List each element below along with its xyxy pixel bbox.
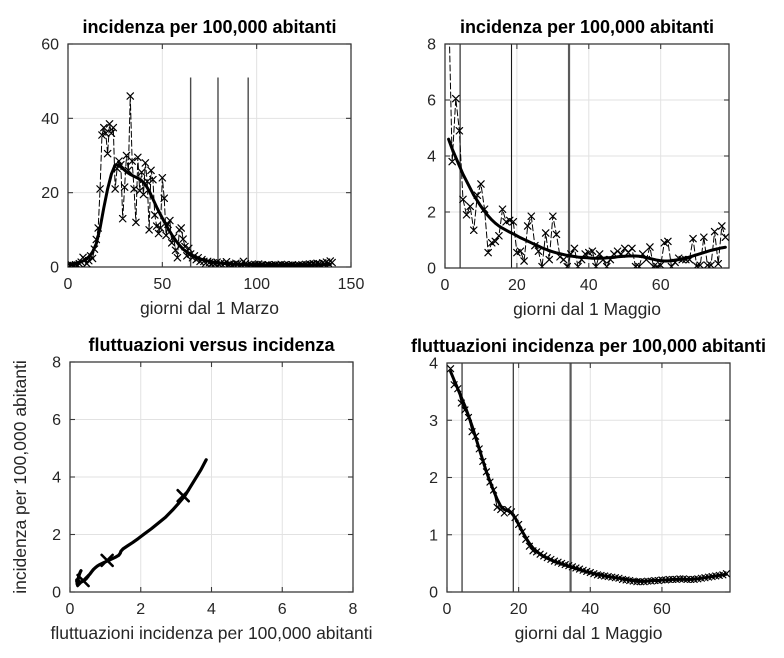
series-line-smoothed_incidence — [447, 137, 727, 263]
x-tick-label: 0 — [66, 601, 75, 618]
x-tick-label: 100 — [243, 276, 270, 293]
x-tick-label: 6 — [278, 601, 287, 618]
x-tick-label: 60 — [652, 277, 670, 294]
x-tick-label: 0 — [64, 276, 73, 293]
series-line-smoothed_incidence — [68, 163, 332, 267]
y-tick-label: 0 — [427, 261, 436, 278]
x-tick-label: 8 — [349, 601, 358, 618]
y-tick-label: 8 — [427, 37, 436, 54]
subplot-bottom-right: fluttuazioni incidenza per 100,000 abita… — [411, 336, 766, 643]
subplot-bottom-left: fluttuazioni versus incidenza 0 2 4 6 8 0 2 4 6 8 f… — [10, 335, 373, 643]
series-line-phase_trajectory — [75, 458, 208, 587]
subplot-top-left: incidenza per 100,000 abitanti 0 50 100 150 0… — [41, 17, 364, 318]
x-axis-label: giorni dal 1 Maggio — [513, 299, 661, 319]
y-tick-label: 0 — [429, 585, 438, 602]
y-tick-label: 8 — [52, 355, 61, 372]
series-group — [75, 458, 208, 588]
y-tick-label: 0 — [52, 585, 61, 602]
series-markers-phase_markers — [76, 488, 190, 588]
x-tick-label: 20 — [510, 601, 528, 618]
x-tick-label: 40 — [580, 277, 598, 294]
x-axis-label: giorni dal 1 Marzo — [140, 298, 279, 318]
subplot-title: fluttuazioni versus incidenza — [88, 335, 335, 355]
y-tick-label: 6 — [427, 93, 436, 110]
x-tick-label: 150 — [338, 276, 365, 293]
subplot-title: incidenza per 100,000 abitanti — [82, 17, 336, 37]
series-group — [447, 365, 730, 586]
y-tick-label: 6 — [52, 412, 61, 429]
x-tick-label: 0 — [443, 601, 452, 618]
x-tick-label: 40 — [581, 601, 599, 618]
series-markers-daily_incidence — [68, 92, 336, 267]
series-markers-daily_fluctuation — [447, 365, 730, 586]
y-tick-label: 1 — [429, 527, 438, 544]
y-tick-label: 0 — [50, 260, 59, 277]
x-axis-label: giorni dal 1 Maggio — [515, 623, 663, 643]
x-tick-label: 4 — [207, 601, 216, 618]
y-tick-label: 20 — [41, 185, 59, 202]
subplot-title: fluttuazioni incidenza per 100,000 abita… — [411, 336, 766, 356]
x-tick-label: 20 — [508, 277, 526, 294]
series-line-smoothed_fluctuation — [449, 370, 728, 583]
y-tick-label: 2 — [52, 527, 61, 544]
x-tick-label: 2 — [136, 601, 145, 618]
y-tick-label: 4 — [52, 470, 61, 487]
x-tick-label: 0 — [441, 277, 450, 294]
x-tick-label: 60 — [653, 601, 671, 618]
series-line-daily_incidence — [449, 44, 726, 268]
y-tick-label: 40 — [41, 111, 59, 128]
series-group — [68, 92, 336, 267]
x-tick-label: 50 — [153, 276, 171, 293]
y-tick-label: 4 — [429, 356, 438, 373]
subplot-title: incidenza per 100,000 abitanti — [460, 17, 714, 37]
y-axis-label: incidenza per 100,000 abitanti — [10, 360, 30, 594]
series-line-daily_fluctuation — [450, 368, 727, 583]
series-group — [447, 44, 729, 268]
series-markers-daily_incidence — [448, 94, 729, 268]
y-tick-label: 3 — [429, 413, 438, 430]
y-tick-label: 2 — [429, 470, 438, 487]
y-tick-label: 4 — [427, 149, 436, 166]
y-tick-label: 60 — [41, 37, 59, 54]
axes-box — [67, 43, 352, 268]
y-tick-label: 2 — [427, 205, 436, 222]
x-axis-label: fluttuazioni incidenza per 100,000 abita… — [50, 623, 372, 643]
subplot-top-right: incidenza per 100,000 abitanti 0 20 40 60 0 2 4… — [427, 17, 730, 319]
